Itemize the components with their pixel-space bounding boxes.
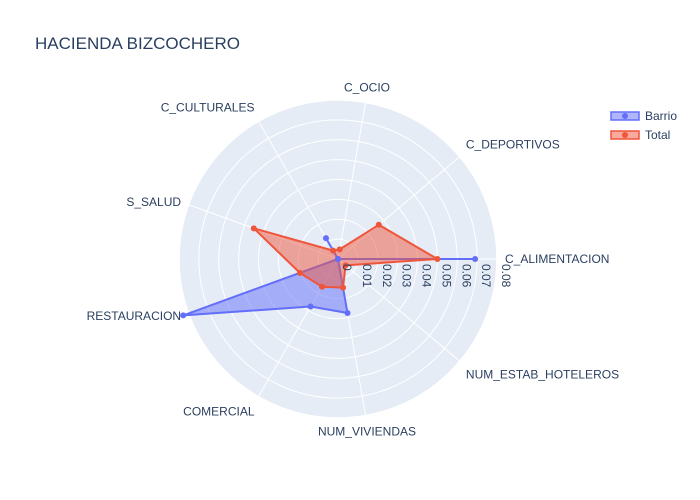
radial-tick-label: 0.02 (380, 264, 394, 288)
category-label: NUM_ESTAB_HOTELEROS (466, 367, 619, 381)
legend: Barrio Total (610, 106, 677, 144)
data-point-barrio (335, 256, 341, 262)
data-point-total (250, 225, 257, 232)
data-point-barrio (322, 235, 329, 242)
legend-item[interactable]: Barrio (610, 106, 677, 125)
legend-label: Barrio (645, 108, 678, 123)
category-label: RESTAURACION (87, 309, 181, 323)
radial-tick-label: 0 (340, 264, 354, 271)
polar-outer-ring (178, 99, 498, 419)
data-point-total (330, 247, 337, 254)
legend-label: Total (645, 127, 671, 142)
legend-item[interactable]: Total (610, 125, 677, 144)
chart-title: HACIENDA BIZCOCHERO (35, 34, 240, 53)
legend-swatch (610, 129, 640, 140)
data-point-total (434, 256, 441, 262)
angular-grid-line (337, 258, 461, 362)
radial-tick-label: 0.05 (439, 264, 453, 288)
data-point-barrio (344, 310, 351, 317)
radial-tick-label: 0.03 (400, 264, 414, 288)
radial-tick-label: 0.08 (499, 264, 513, 288)
category-label: COMERCIAL (183, 405, 255, 419)
data-point-total (319, 283, 326, 290)
legend-swatch (610, 110, 640, 121)
data-point-total (296, 269, 303, 276)
data-point-total (336, 246, 343, 253)
category-label: S_SALUD (126, 195, 181, 209)
category-label: C_OCIO (344, 81, 390, 95)
data-point-barrio (180, 312, 187, 319)
radial-tick-label: 0.01 (360, 264, 374, 288)
radial-tick-label: 0.04 (420, 264, 434, 288)
category-label: C_CULTURALES (161, 100, 255, 114)
radial-tick-label: 0.07 (479, 264, 493, 288)
category-label: C_ALIMENTACION (505, 252, 609, 266)
data-point-barrio (307, 303, 314, 310)
data-point-barrio (472, 256, 479, 262)
data-point-total (342, 262, 349, 269)
radial-tick-label: 0.06 (459, 264, 473, 288)
category-label: C_DEPORTIVOS (466, 138, 560, 152)
data-point-total (340, 284, 347, 291)
data-point-total (375, 221, 382, 228)
category-label: NUM_VIVIENDAS (318, 424, 416, 438)
angular-grid-line (337, 102, 367, 260)
